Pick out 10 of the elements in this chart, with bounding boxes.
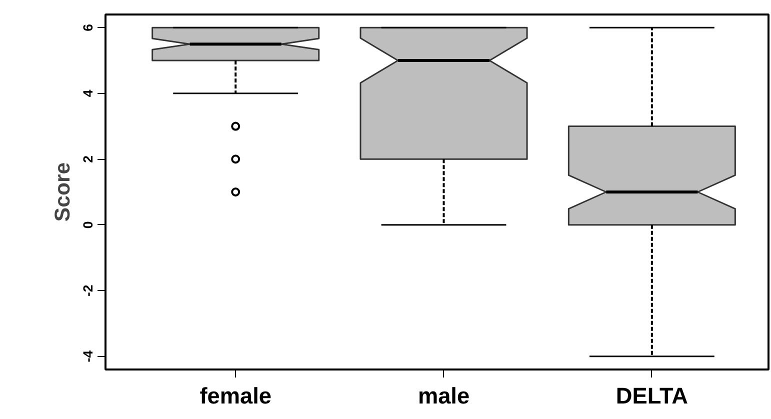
y-axis-title: Score (50, 162, 74, 222)
y-tick-label: 4 (80, 89, 96, 98)
y-tick-label: 6 (80, 24, 96, 32)
x-tick-label: male (418, 382, 470, 408)
x-tick-label: female (200, 382, 272, 408)
y-tick-label: 0 (80, 221, 96, 229)
y-tick-label: -4 (80, 350, 96, 362)
y-tick-label: -2 (80, 284, 96, 297)
y-tick-label: 2 (80, 155, 96, 163)
x-tick-label: DELTA (616, 382, 688, 408)
